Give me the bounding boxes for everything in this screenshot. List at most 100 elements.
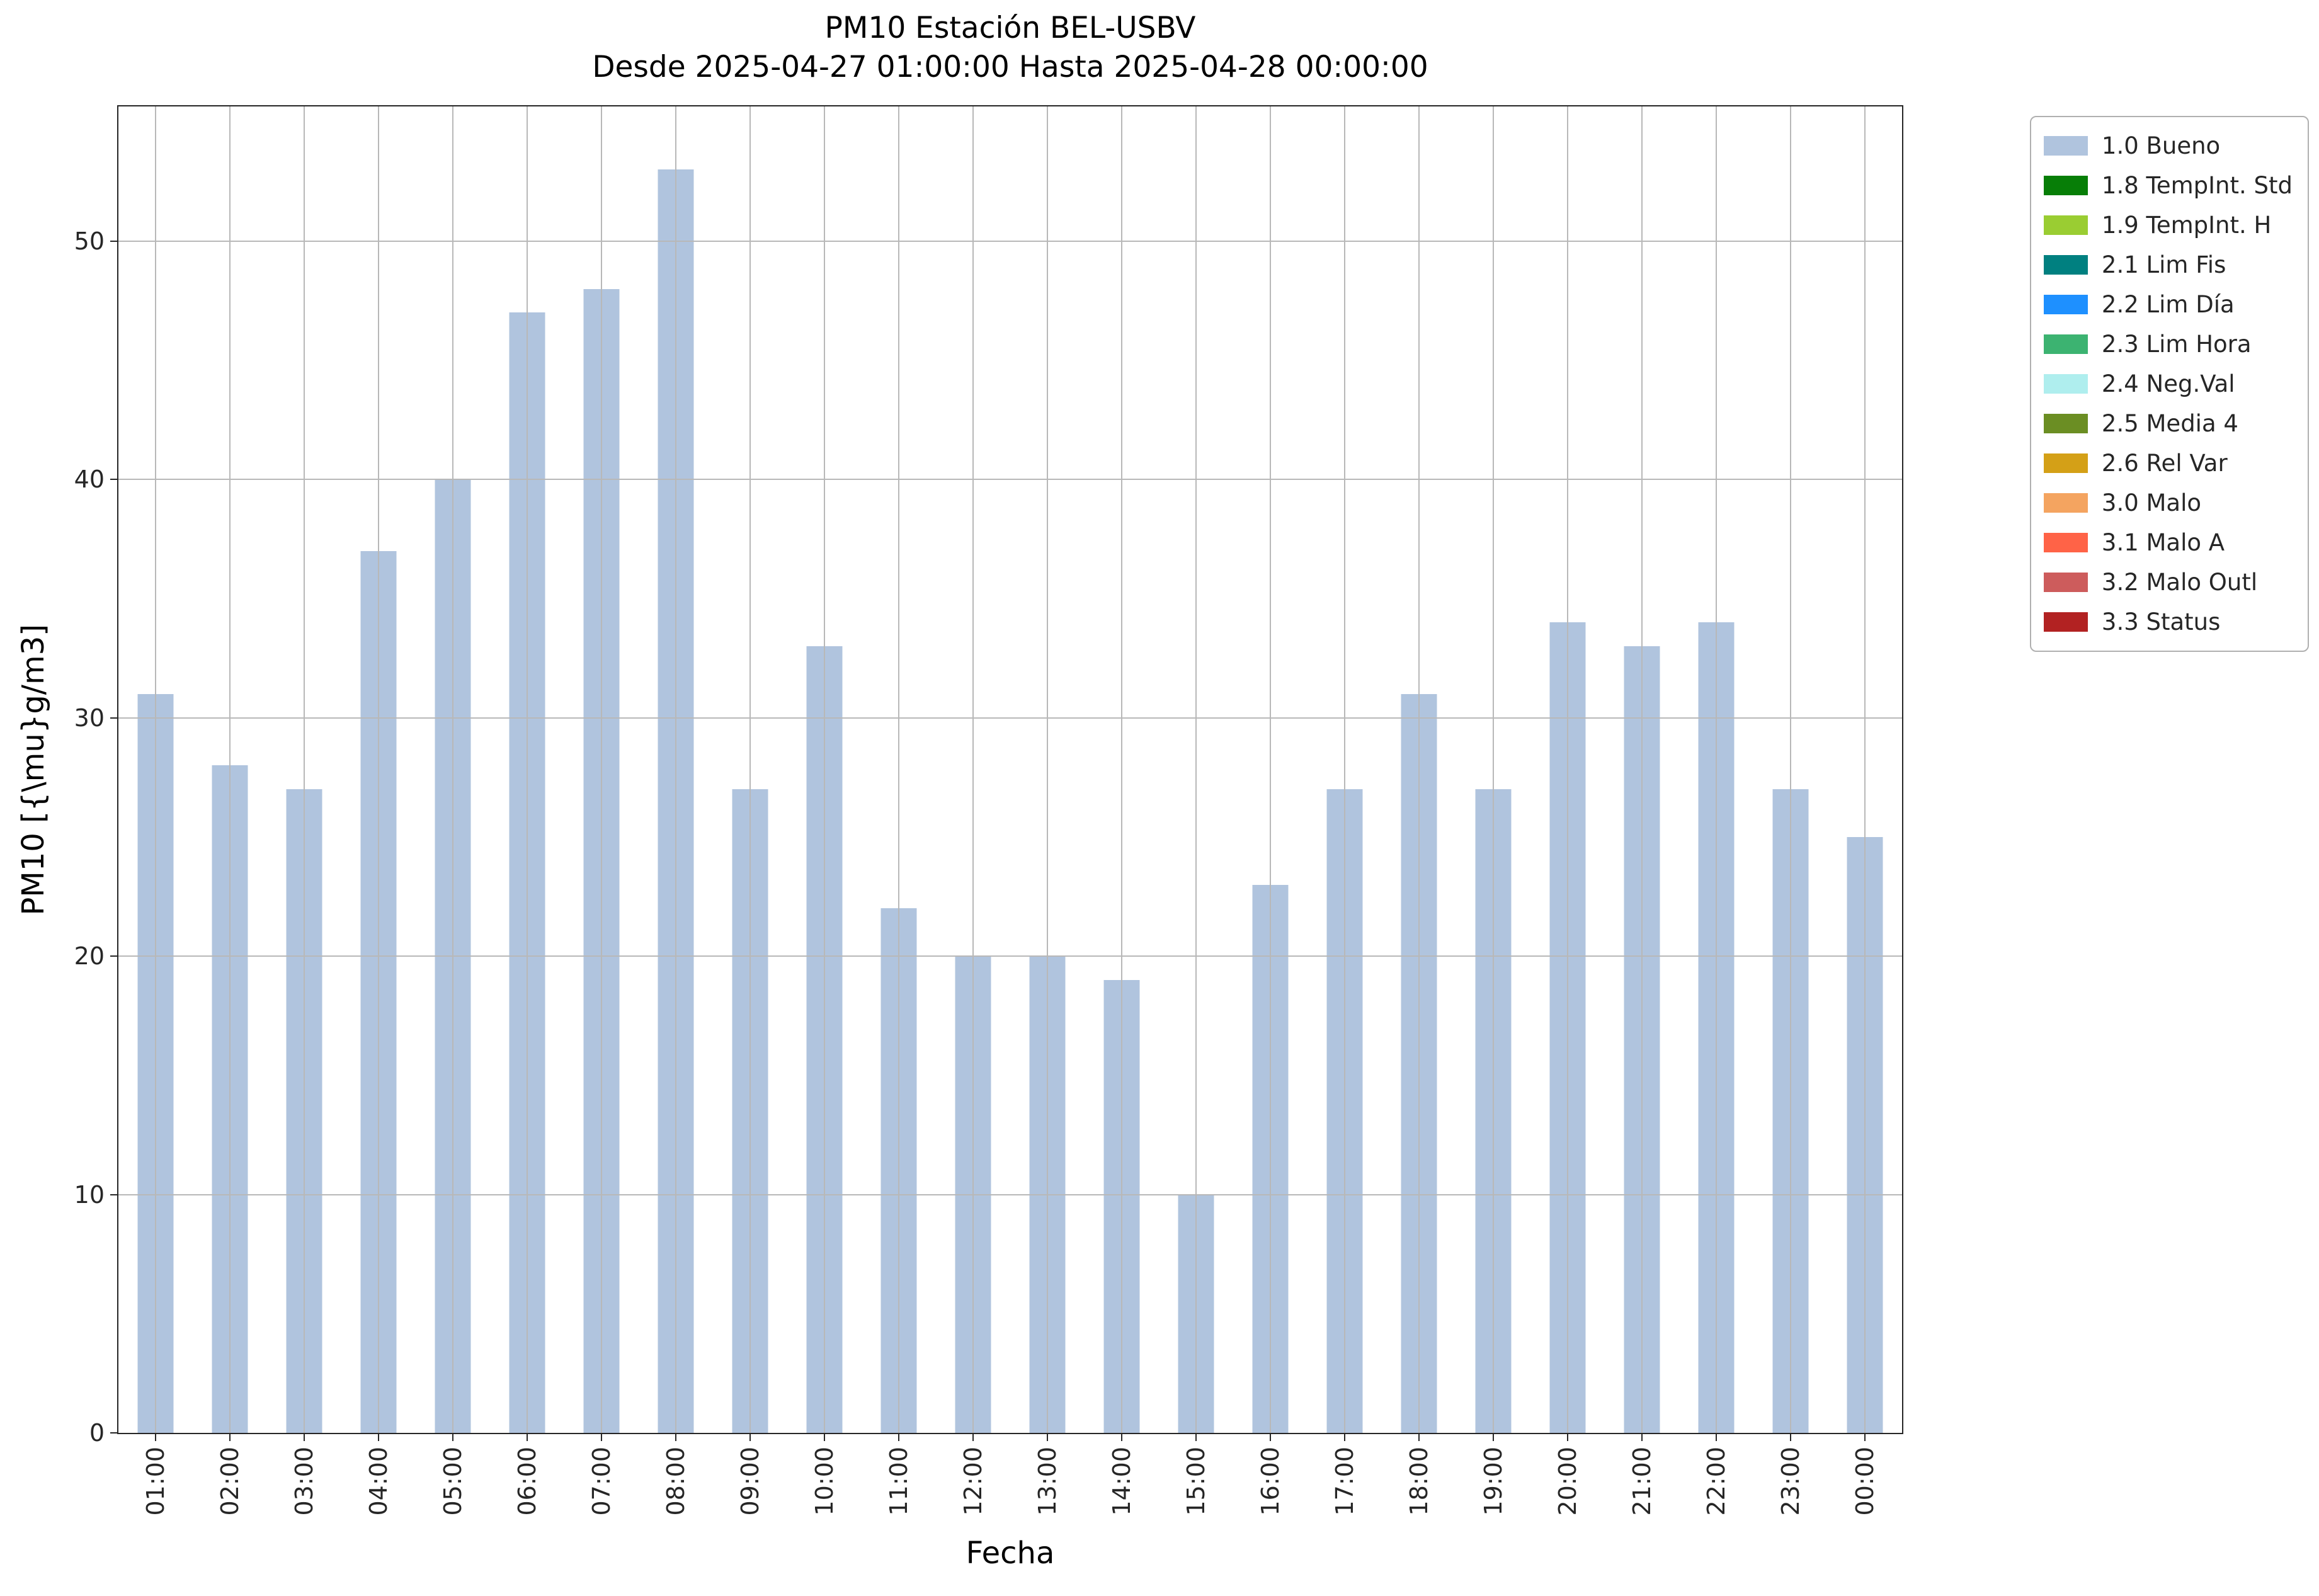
legend-item: 1.0 Bueno [2043, 126, 2293, 166]
chart-titles: PM10 Estación BEL-USBV Desde 2025-04-27 … [117, 9, 1903, 87]
vertical-gridline [452, 106, 453, 1433]
x-tick-label: 08:00 [662, 1447, 690, 1516]
legend-label: 3.1 Malo A [2101, 529, 2225, 556]
x-tick-mark [1270, 1433, 1271, 1441]
x-tick-label: 12:00 [959, 1447, 987, 1516]
x-tick-mark [898, 1433, 899, 1441]
legend-label: 2.5 Media 4 [2101, 410, 2238, 437]
vertical-gridline [1567, 106, 1568, 1433]
vertical-gridline [601, 106, 602, 1433]
legend-label: 3.2 Malo Outl [2101, 569, 2258, 596]
vertical-gridline [675, 106, 676, 1433]
x-tick-label: 02:00 [216, 1447, 244, 1516]
legend-swatch [2043, 136, 2088, 156]
x-tick-label: 10:00 [811, 1447, 838, 1516]
x-tick-label: 09:00 [736, 1447, 764, 1516]
x-tick-mark [1418, 1433, 1420, 1441]
legend-swatch [2043, 215, 2088, 235]
legend-item: 3.0 Malo [2043, 483, 2293, 523]
vertical-gridline [824, 106, 825, 1433]
legend-swatch [2043, 255, 2088, 275]
vertical-gridline [1047, 106, 1048, 1433]
legend-item: 3.1 Malo A [2043, 523, 2293, 562]
legend-item: 2.6 Rel Var [2043, 443, 2293, 483]
x-tick-label: 07:00 [588, 1447, 615, 1516]
x-tick-label: 03:00 [290, 1447, 318, 1516]
x-tick-mark [378, 1433, 379, 1441]
legend-item: 2.4 Neg.Val [2043, 364, 2293, 404]
x-tick-label: 06:00 [513, 1447, 541, 1516]
plot-area: 01:00 02:00 03:00 04:00 05:00 06:00 07:00 08:00… [74, 105, 1903, 1516]
x-tick-mark [1790, 1433, 1791, 1441]
x-tick-label: 00:00 [1851, 1447, 1879, 1516]
vertical-gridline [898, 106, 899, 1433]
x-tick-label: 17:00 [1331, 1447, 1359, 1516]
legend-item: 1.8 TempInt. Std [2043, 166, 2293, 205]
vertical-gridline [1641, 106, 1643, 1433]
vertical-gridline [1864, 106, 1866, 1433]
y-tick-label: 40 [74, 465, 105, 494]
vertical-gridline [1121, 106, 1122, 1433]
vertical-gridline [1493, 106, 1494, 1433]
legend-item: 2.2 Lim Día [2043, 285, 2293, 324]
vertical-gridline [1790, 106, 1791, 1433]
x-tick-label: 18:00 [1405, 1447, 1433, 1516]
x-tick-mark [601, 1433, 602, 1441]
legend-label: 2.3 Lim Hora [2101, 331, 2252, 358]
horizontal-gridline [118, 717, 1902, 719]
x-tick-label: 11:00 [885, 1447, 913, 1516]
legend-label: 2.1 Lim Fis [2101, 251, 2226, 278]
vertical-gridline [527, 106, 528, 1433]
y-tick-mark [110, 717, 118, 719]
legend-label: 2.6 Rel Var [2101, 450, 2228, 477]
horizontal-gridline [118, 1194, 1902, 1195]
x-axis-label: Fecha [966, 1536, 1055, 1571]
x-tick-label: 21:00 [1628, 1447, 1656, 1516]
horizontal-gridline [118, 479, 1902, 481]
legend-label: 3.3 Status [2101, 608, 2221, 636]
y-tick-mark [110, 955, 118, 957]
legend-item: 3.3 Status [2043, 602, 2293, 642]
x-tick-mark [155, 1433, 156, 1441]
x-tick-label: 05:00 [439, 1447, 467, 1516]
horizontal-gridline [118, 240, 1902, 242]
x-tick-mark [1493, 1433, 1494, 1441]
chart-subtitle: Desde 2025-04-27 01:00:00 Hasta 2025-04-… [592, 50, 1428, 84]
vertical-gridline [229, 106, 231, 1433]
y-tick-mark [110, 1194, 118, 1195]
vertical-gridline [304, 106, 305, 1433]
x-tick-label: 23:00 [1777, 1447, 1804, 1516]
y-tick-label: 50 [74, 227, 105, 255]
legend-label: 3.0 Malo [2101, 489, 2202, 516]
y-tick-label: 10 [74, 1180, 105, 1209]
x-tick-mark [1864, 1433, 1866, 1441]
legend-swatch [2043, 334, 2088, 354]
x-tick-mark [527, 1433, 528, 1441]
legend-item: 3.2 Malo Outl [2043, 562, 2293, 602]
x-tick-label: 22:00 [1702, 1447, 1730, 1516]
x-tick-label: 16:00 [1256, 1447, 1284, 1516]
vertical-gridline [155, 106, 156, 1433]
x-tick-label: 15:00 [1182, 1447, 1210, 1516]
legend-swatch [2043, 414, 2088, 433]
legend-item: 2.3 Lim Hora [2043, 324, 2293, 364]
legend-item: 2.1 Lim Fis [2043, 245, 2293, 285]
vertical-gridline [1195, 106, 1197, 1433]
x-tick-mark [972, 1433, 974, 1441]
vertical-gridline [378, 106, 379, 1433]
legend-label: 2.2 Lim Día [2101, 291, 2235, 318]
x-tick-mark [1195, 1433, 1197, 1441]
x-tick-mark [229, 1433, 231, 1441]
x-tick-mark [304, 1433, 305, 1441]
y-axis-label-wrap: PM10 [{\mu}g/m3] [10, 105, 57, 1434]
legend-label: 1.8 TempInt. Std [2101, 172, 2293, 199]
vertical-gridline [1270, 106, 1271, 1433]
vertical-gridline [749, 106, 751, 1433]
x-tick-mark [1716, 1433, 1717, 1441]
vertical-gridline [1716, 106, 1717, 1433]
legend-swatch [2043, 573, 2088, 592]
legend-box: 1.0 Bueno 1.8 TempInt. Std 1.9 TempInt. H 2… [2029, 116, 2309, 652]
x-tick-label: 19:00 [1479, 1447, 1507, 1516]
